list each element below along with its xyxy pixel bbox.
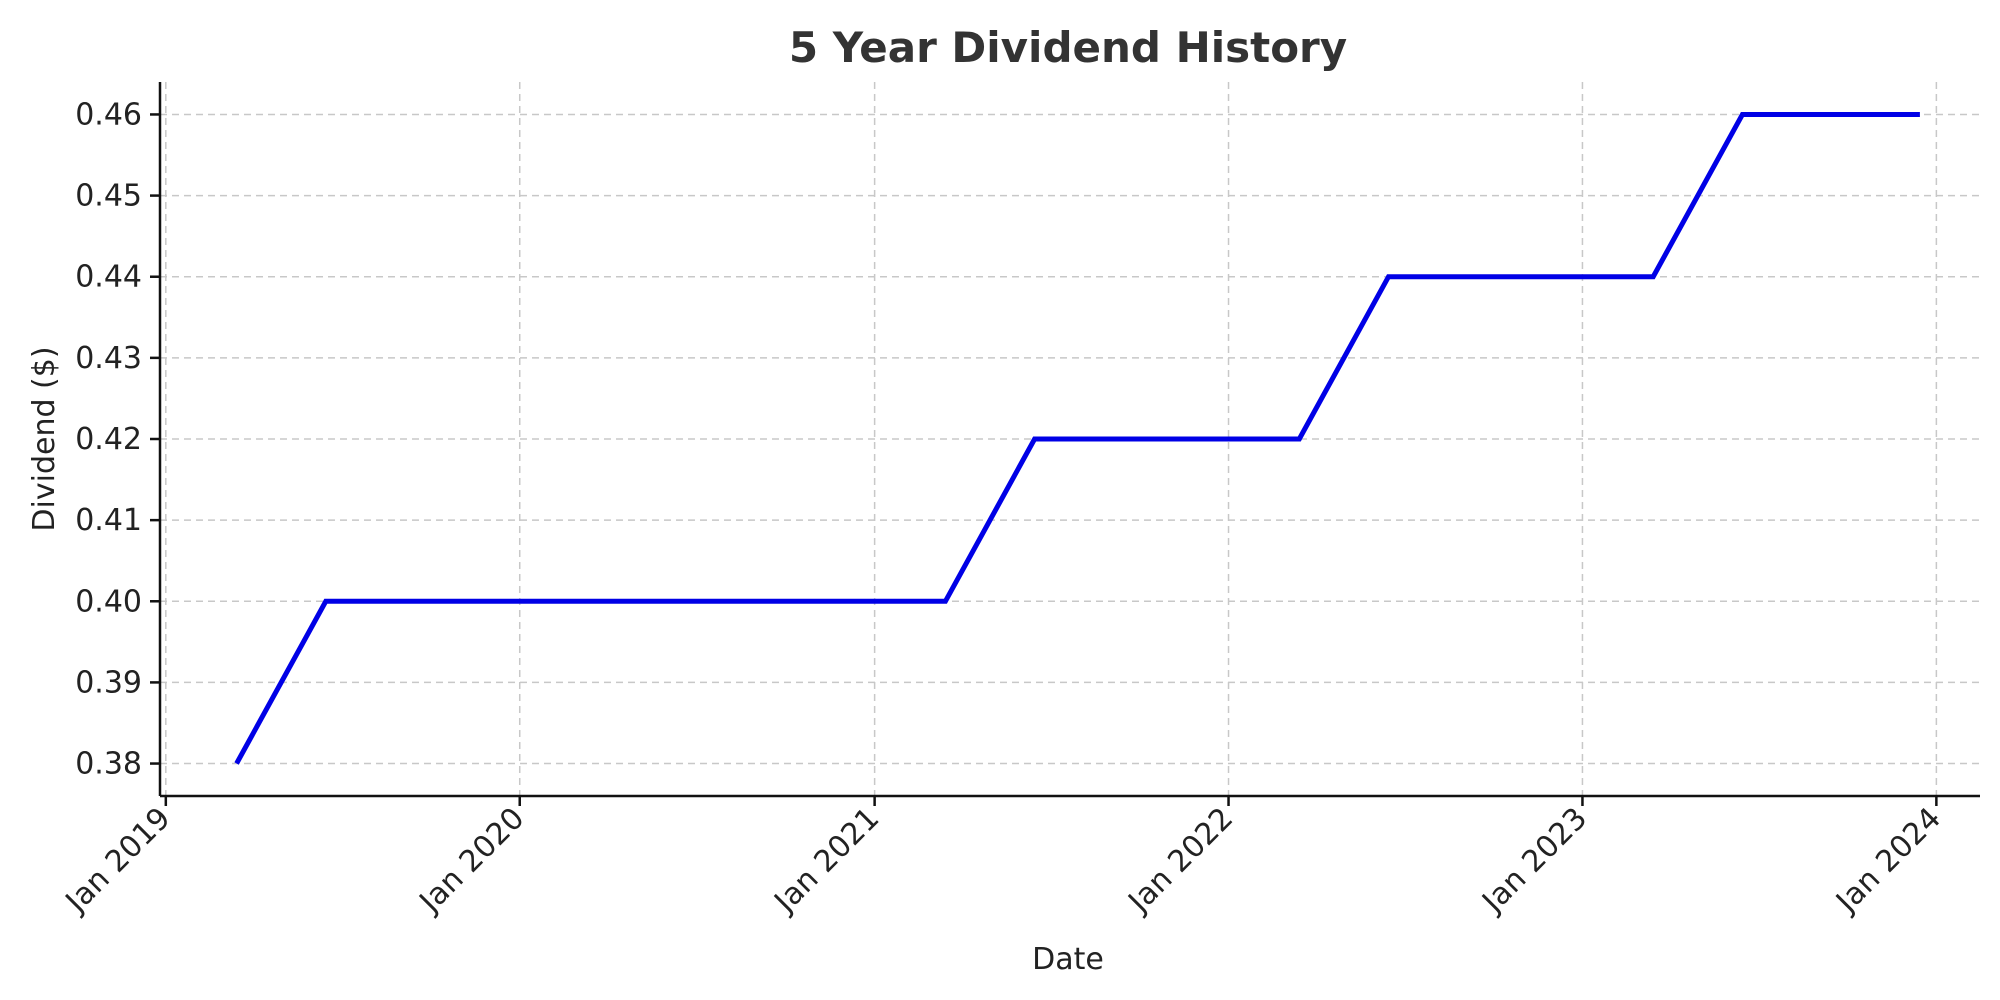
grid — [160, 82, 1980, 796]
y-tick-label: 0.45 — [75, 179, 142, 214]
x-tick-label: Jan 2023 — [1475, 801, 1595, 921]
y-tick-label: 0.44 — [75, 260, 142, 295]
y-ticks: 0.38 0.39 0.40 0.41 0.42 0.43 0.44 0.45 0.46 — [75, 97, 160, 782]
series-layer — [234, 112, 1920, 765]
y-tick-label: 0.40 — [75, 584, 142, 619]
y-tick-label: 0.38 — [75, 747, 142, 782]
x-tick-label: Jan 2021 — [767, 801, 887, 921]
dividend-series-line — [234, 112, 1920, 765]
x-ticks: Jan 2019 Jan 2020 Jan 2021 Jan 2022 Jan 2023… — [58, 796, 1948, 921]
chart-title: 5 Year Dividend History — [789, 23, 1347, 72]
x-axis-label: Date — [1032, 942, 1104, 977]
y-tick-label: 0.39 — [75, 665, 142, 700]
x-tick-label: Jan 2024 — [1828, 801, 1948, 921]
x-tick-label: Jan 2020 — [412, 801, 532, 921]
y-axis-label: Dividend ($) — [27, 346, 62, 531]
y-tick-label: 0.41 — [75, 503, 142, 538]
x-tick-label: Jan 2022 — [1121, 801, 1241, 921]
y-tick-label: 0.43 — [75, 341, 142, 376]
y-tick-label: 0.42 — [75, 422, 142, 457]
y-tick-label: 0.46 — [75, 97, 142, 132]
x-tick-label: Jan 2019 — [58, 801, 178, 921]
